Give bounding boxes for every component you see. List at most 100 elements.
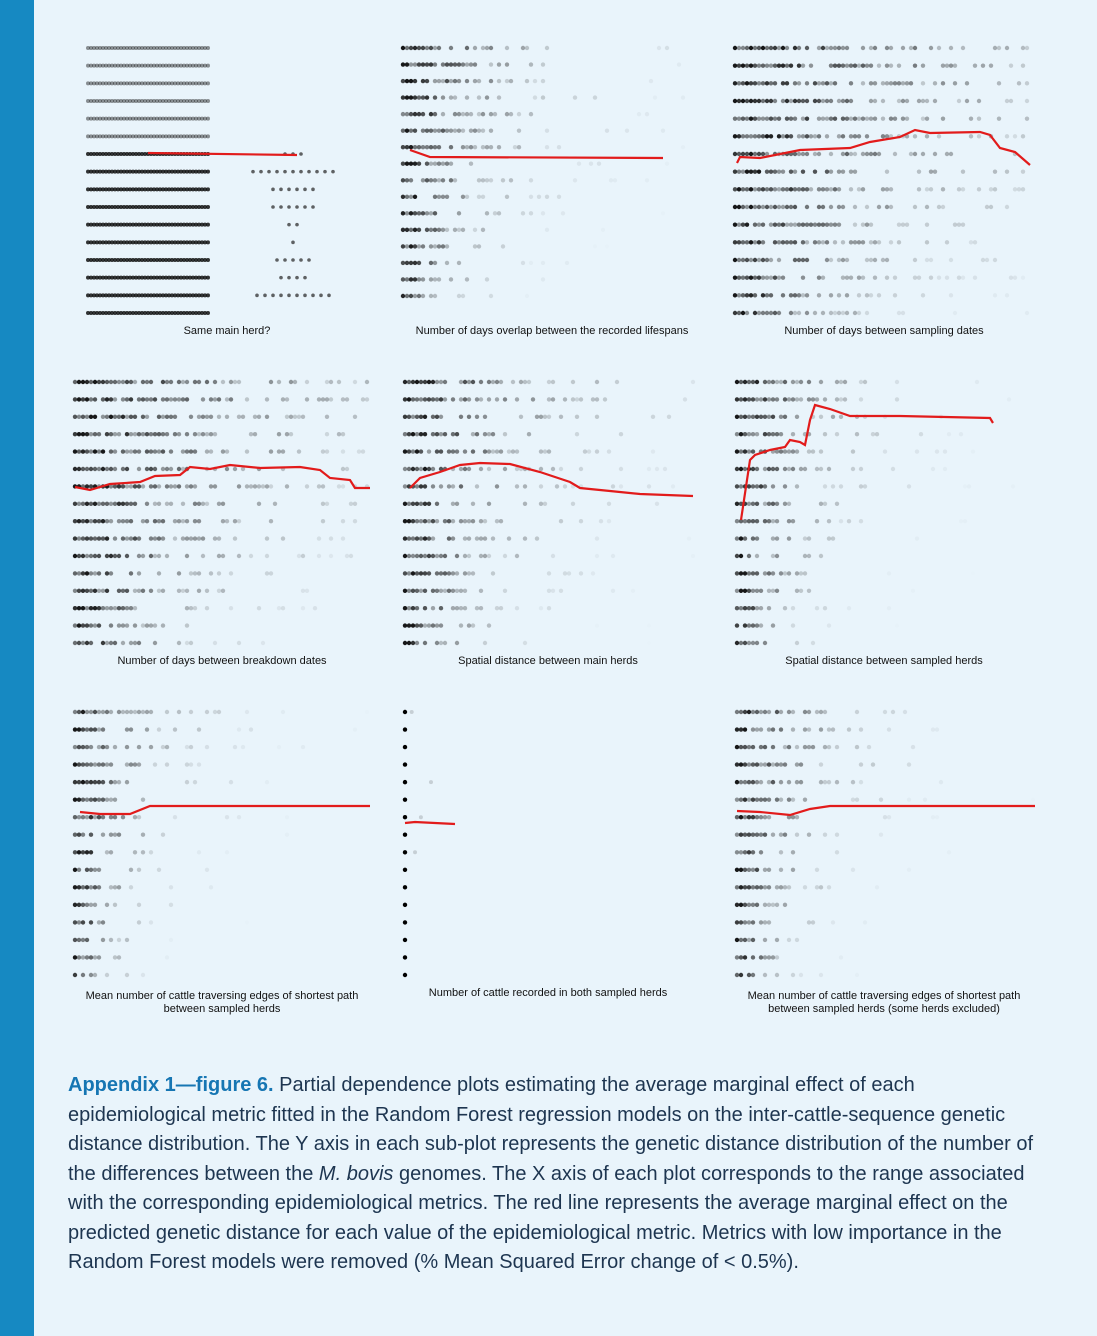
dot (113, 152, 117, 156)
dot (734, 449, 740, 454)
dot (134, 275, 138, 280)
dot (468, 111, 474, 117)
dot (570, 501, 576, 506)
dot (116, 832, 122, 837)
dot (206, 311, 210, 315)
dot (185, 187, 189, 192)
dot (76, 779, 82, 785)
dot (122, 46, 126, 50)
dot (750, 640, 756, 646)
dot (470, 623, 476, 628)
dot (478, 606, 484, 611)
dot (191, 169, 195, 174)
dot (158, 99, 162, 103)
dot (72, 744, 78, 750)
dot (128, 240, 132, 245)
dot (275, 169, 279, 174)
dot (768, 222, 774, 227)
dot (442, 571, 448, 576)
dot (409, 710, 414, 714)
dot (472, 128, 478, 133)
dot (288, 379, 294, 385)
dot (565, 261, 569, 265)
dot (206, 99, 210, 103)
dot (746, 571, 752, 576)
dot (95, 293, 99, 298)
dot (836, 63, 842, 68)
dot (136, 397, 142, 402)
dot (152, 519, 158, 524)
dot (112, 815, 118, 820)
dot (770, 432, 776, 437)
dot (896, 310, 902, 316)
dot (86, 187, 90, 192)
dot (353, 727, 357, 731)
dot (814, 466, 820, 472)
dot (200, 432, 206, 437)
dot (136, 902, 142, 908)
dot (822, 432, 828, 437)
dot (131, 258, 135, 262)
dot (179, 116, 183, 121)
dot (220, 449, 226, 454)
dot (448, 277, 454, 282)
dot (416, 227, 422, 233)
dot (598, 519, 604, 524)
dot (110, 46, 114, 50)
dot (924, 204, 930, 210)
dot (474, 606, 480, 611)
dot (820, 240, 826, 245)
dot (256, 484, 262, 489)
dot (578, 397, 584, 402)
dot (430, 414, 436, 419)
dot (92, 152, 96, 156)
dot (440, 128, 446, 133)
dot (736, 116, 742, 121)
dot (460, 194, 466, 199)
dot (748, 257, 754, 263)
dot (828, 293, 834, 298)
dot (136, 553, 142, 559)
dot (268, 519, 274, 524)
dot (228, 779, 234, 785)
dot (155, 258, 159, 262)
dot (772, 187, 778, 192)
dot (882, 815, 888, 820)
dot (768, 45, 774, 51)
dot (173, 46, 177, 50)
dot (80, 972, 86, 978)
dot (764, 63, 770, 68)
dot (478, 588, 484, 593)
dot (88, 588, 94, 593)
dot (161, 293, 165, 298)
dot (992, 169, 998, 174)
dot (152, 240, 156, 245)
dot (348, 553, 354, 559)
dot (88, 519, 94, 524)
dot (541, 261, 545, 265)
dot (176, 519, 182, 524)
dot (924, 134, 930, 139)
dot (92, 449, 98, 454)
dot (514, 484, 520, 489)
caption-italic: M. bovis (318, 1162, 394, 1185)
dot (609, 178, 613, 182)
dot (742, 937, 748, 943)
dot (742, 379, 748, 385)
dot (522, 379, 528, 385)
dot (412, 145, 418, 150)
dot (772, 45, 778, 51)
dot (736, 293, 742, 298)
dot (414, 379, 420, 385)
dot (746, 623, 752, 628)
dot (364, 379, 370, 385)
dot (748, 134, 754, 139)
panel-label: Spatial distance between main herds (458, 655, 638, 667)
dot (200, 293, 204, 298)
dot (176, 379, 182, 385)
dot (146, 134, 150, 139)
dot (528, 62, 534, 67)
panel-label: Same main herd? (183, 325, 271, 337)
dot (880, 187, 886, 192)
dot (204, 588, 210, 593)
